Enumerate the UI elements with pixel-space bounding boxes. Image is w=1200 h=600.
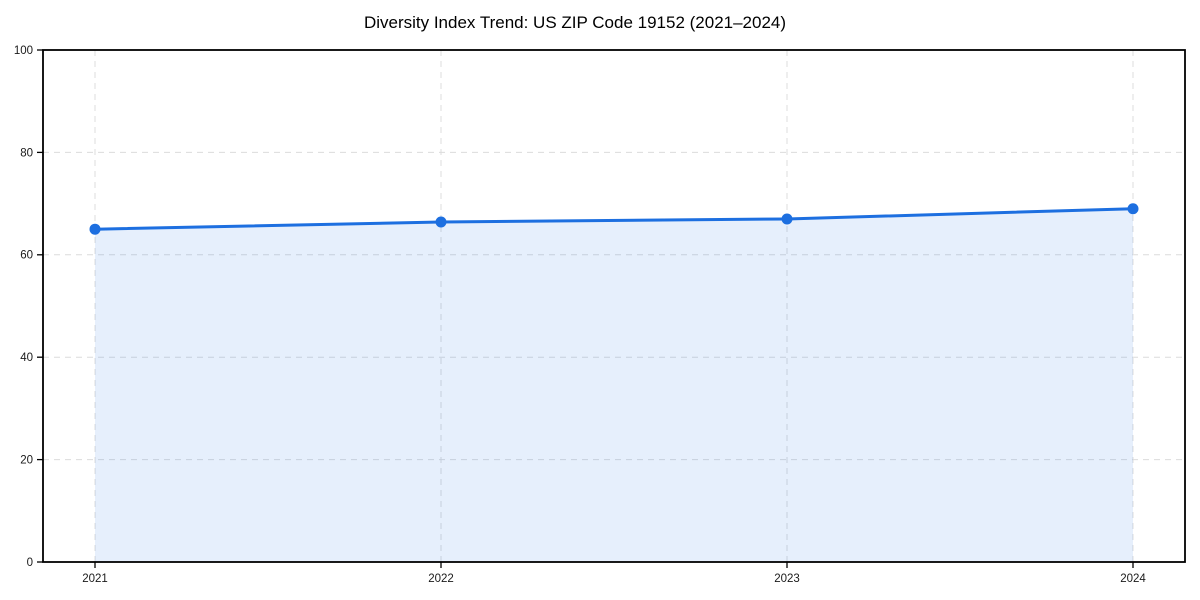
- trend-line: [93, 207, 1135, 231]
- data-point: [435, 216, 447, 228]
- y-tick-label: 40: [20, 352, 33, 364]
- y-tick-label: 60: [20, 250, 33, 262]
- x-tick-label: 2022: [428, 573, 454, 585]
- x-tick-label: 2021: [82, 573, 108, 585]
- x-tick-label: 2023: [774, 573, 800, 585]
- chart-title: Diversity Index Trend: US ZIP Code 19152…: [363, 13, 787, 32]
- plot-border: [42, 49, 1186, 563]
- area-fill: [95, 208, 1133, 562]
- data-point: [89, 223, 101, 235]
- y-tick-label: 80: [20, 147, 33, 159]
- x-tick-label: 2024: [1120, 573, 1146, 585]
- y-tick-label: 0: [27, 557, 33, 569]
- data-point: [781, 213, 793, 225]
- data-point: [1127, 203, 1139, 215]
- y-tick-label: 20: [20, 455, 33, 467]
- y-tick-label: 100: [14, 45, 33, 57]
